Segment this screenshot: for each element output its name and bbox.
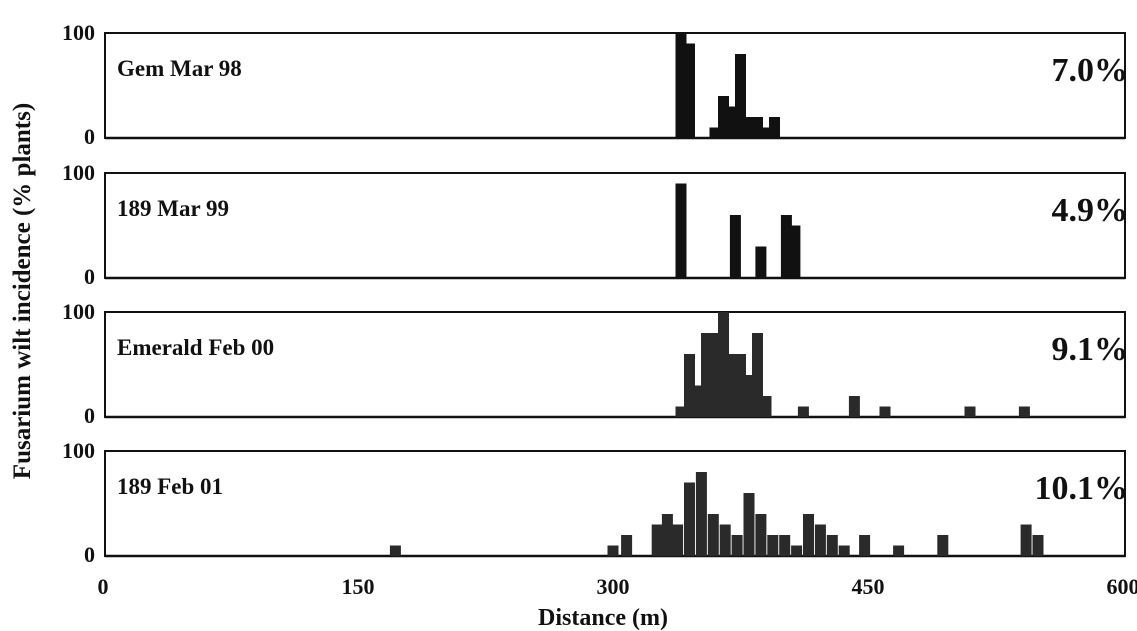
bar: [672, 524, 684, 556]
y-tick-label: 100: [62, 299, 95, 324]
x-tick-label: 600: [1107, 574, 1137, 599]
bar: [743, 375, 755, 417]
bar: [1020, 524, 1032, 556]
bar: [661, 514, 673, 556]
bar: [692, 385, 704, 417]
panel: 100 0 Gem Mar 98 7.0%: [62, 20, 1128, 149]
bar: [709, 333, 721, 417]
bar: [760, 127, 772, 138]
bar: [684, 482, 695, 556]
bar: [726, 106, 738, 138]
bar: [1018, 406, 1030, 417]
y-tick-label: 0: [84, 403, 95, 428]
bar: [621, 535, 633, 556]
bar: [607, 545, 619, 556]
bar: [684, 354, 695, 417]
bar: [826, 535, 838, 556]
panel-total: 9.1%: [1052, 331, 1129, 368]
bar: [752, 333, 763, 417]
bar: [735, 354, 746, 417]
bar: [755, 514, 767, 556]
x-tick-label: 150: [342, 574, 375, 599]
bar: [814, 524, 826, 556]
bar: [729, 215, 741, 278]
bar: [743, 117, 755, 138]
bar: [389, 545, 401, 556]
x-tick-label: 450: [852, 574, 885, 599]
bar: [769, 117, 780, 138]
bar: [735, 54, 746, 138]
bar: [709, 127, 721, 138]
x-axis-label: Distance (m): [538, 605, 668, 631]
panel-label: Gem Mar 98: [117, 56, 242, 81]
panel-total: 4.9%: [1052, 192, 1129, 229]
y-tick-label: 0: [84, 124, 95, 149]
bar: [752, 117, 763, 138]
bar: [789, 225, 801, 278]
bar: [760, 396, 772, 417]
bar: [675, 406, 687, 417]
bar: [859, 535, 871, 556]
bar: [675, 183, 687, 278]
panel-total: 7.0%: [1052, 52, 1129, 89]
panel-frame: [104, 311, 1126, 418]
bar: [726, 354, 738, 417]
y-tick-label: 100: [62, 160, 95, 185]
bar: [791, 545, 803, 556]
x-tick-label: 300: [597, 574, 630, 599]
bar: [937, 535, 949, 556]
panel-frame: [104, 450, 1126, 557]
bar: [707, 514, 719, 556]
bar: [651, 524, 663, 556]
chart-panels: 100 0 Gem Mar 98 7.0% 100 0 189 Mar 99 4.9% 100 0…: [62, 20, 1128, 567]
panel: 100 0 189 Feb 01 10.1%: [62, 438, 1128, 567]
y-tick-label: 0: [84, 542, 95, 567]
bar: [718, 312, 729, 417]
bar: [767, 535, 779, 556]
bar: [743, 493, 755, 556]
y-axis-label: Fusarium wilt incidence (% plants): [9, 103, 36, 479]
bar: [718, 96, 729, 138]
bar: [755, 246, 767, 278]
panel-label: 189 Feb 01: [117, 474, 223, 499]
bar: [780, 215, 792, 278]
panel-label: 189 Mar 99: [117, 196, 229, 221]
panel-frame: [104, 32, 1126, 139]
panel-total: 10.1%: [1035, 470, 1129, 507]
bar: [893, 545, 905, 556]
x-axis-ticks: 0 150 300 450 600: [98, 574, 1137, 599]
y-tick-label: 100: [62, 20, 95, 45]
bar: [1032, 535, 1044, 556]
bar: [701, 333, 712, 417]
panel-frame: [104, 172, 1126, 279]
x-tick-label: 0: [98, 574, 109, 599]
bar: [731, 535, 743, 556]
y-tick-label: 100: [62, 438, 95, 463]
bar: [797, 406, 809, 417]
bar: [684, 43, 695, 138]
bar: [803, 514, 814, 556]
bar: [695, 472, 707, 556]
panel: 100 0 189 Mar 99 4.9%: [62, 160, 1128, 289]
bar: [879, 406, 891, 417]
bar: [675, 33, 687, 138]
panel-label: Emerald Feb 00: [117, 335, 274, 360]
y-tick-label: 0: [84, 264, 95, 289]
bar: [848, 396, 860, 417]
bar: [719, 524, 731, 556]
bar: [964, 406, 976, 417]
bar: [779, 535, 791, 556]
bar: [838, 545, 850, 556]
panel: 100 0 Emerald Feb 00 9.1%: [62, 299, 1128, 428]
